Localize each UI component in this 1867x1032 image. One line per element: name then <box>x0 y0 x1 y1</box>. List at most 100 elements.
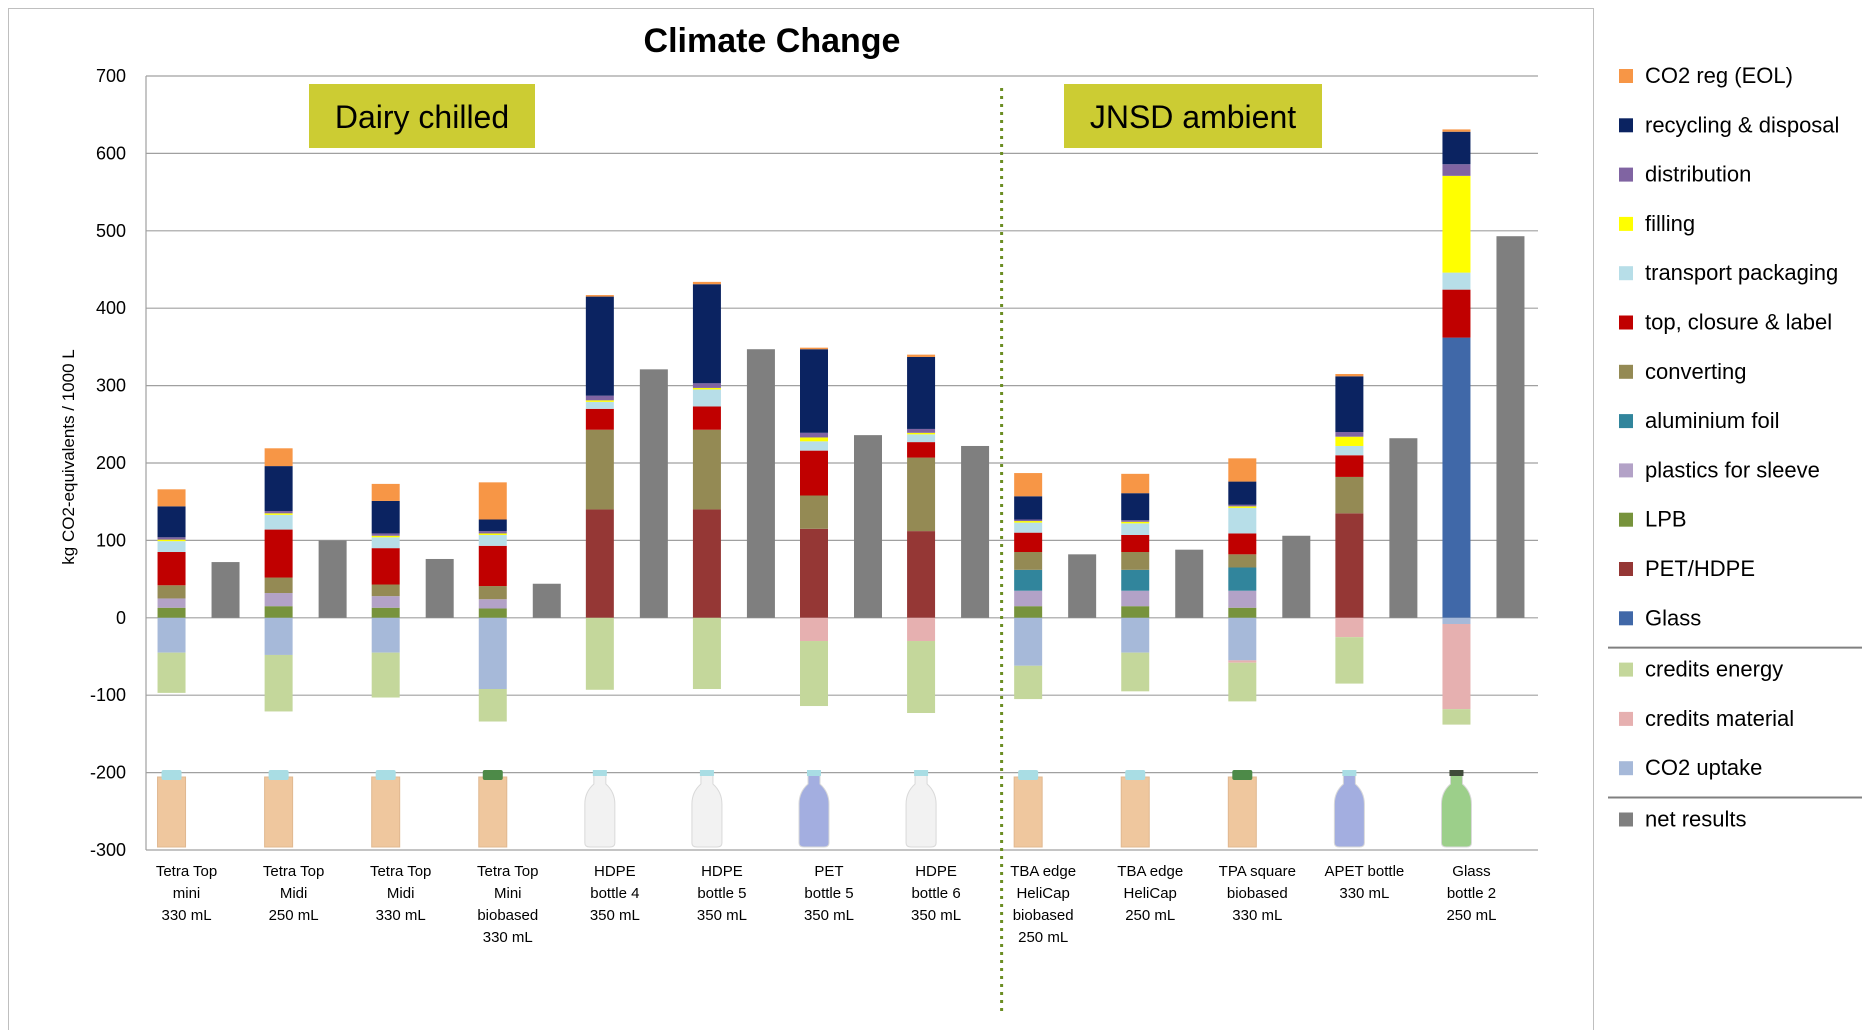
bar-segment <box>264 466 293 511</box>
x-tick-label: TBA edge HeliCap biobased 250 mL <box>1010 863 1076 946</box>
bar-segment-negative <box>157 617 186 653</box>
bar-segment <box>1442 175 1471 273</box>
bar-segment <box>1442 131 1471 165</box>
legend-label: credits material <box>1645 706 1794 731</box>
bar-segment <box>907 432 936 435</box>
bar-segment <box>585 395 614 401</box>
legend-swatch <box>1619 69 1633 83</box>
cap-icon <box>375 770 396 780</box>
cap-icon <box>1449 770 1464 776</box>
bar-segment <box>800 349 828 433</box>
bar-segment-negative <box>907 617 936 642</box>
bar-segment <box>692 281 721 285</box>
x-tick-label: HDPE bottle 4 350 mL <box>590 863 640 924</box>
y-tick-label: 600 <box>96 143 126 163</box>
net-result-bar <box>1068 554 1097 618</box>
legend-swatch <box>1619 414 1633 429</box>
bar-segment <box>692 383 721 388</box>
net-result-bar <box>1282 535 1311 618</box>
bar-segment <box>1442 289 1471 338</box>
bar-segment <box>1121 534 1150 553</box>
x-tick-label-line: 330 mL <box>483 929 533 946</box>
bar-segment <box>1335 432 1364 437</box>
x-tick-label-line: Tetra Top <box>156 863 217 880</box>
legend: CO2 reg (EOL) recycling & disposal distrib… <box>1608 63 1862 832</box>
x-tick-label-line: TBA edge <box>1117 863 1183 880</box>
bar-segment <box>157 552 186 586</box>
x-tick-label-line: bottle 6 <box>911 885 960 902</box>
y-tick-label: 300 <box>96 376 126 396</box>
legend-label: CO2 reg (EOL) <box>1645 63 1793 88</box>
bar-segment-negative <box>1335 637 1364 684</box>
bar-segment <box>371 584 400 597</box>
bar-segment <box>907 531 936 618</box>
bar-segment <box>1228 567 1257 591</box>
y-tick-label: 200 <box>96 453 126 473</box>
bar-segment <box>1121 473 1150 494</box>
bar-segment <box>585 429 614 510</box>
bar-segment-negative <box>1228 662 1257 702</box>
x-tick-label-line: HDPE <box>594 863 636 880</box>
legend-swatch <box>1619 761 1633 776</box>
y-tick-label: 0 <box>116 608 126 628</box>
net-result-bar <box>961 445 990 618</box>
bar-segment <box>1014 496 1043 520</box>
net-result-bar <box>746 349 775 618</box>
bar-segment <box>907 442 936 458</box>
bar-segment <box>371 483 400 501</box>
y-axis-label: kg CO2-equivalents / 1000 L <box>59 349 78 564</box>
x-tick-label: Tetra Top Midi 330 mL <box>370 863 431 924</box>
y-tick-label: -100 <box>90 685 126 705</box>
net-result-bar <box>532 583 561 618</box>
bar-segment <box>1121 521 1150 524</box>
legend-swatch <box>1619 364 1633 379</box>
legend-label: recycling & disposal <box>1645 112 1839 137</box>
x-tick-label-line: HeliCap <box>1016 885 1069 902</box>
net-result-bar <box>639 369 668 618</box>
bar-segment <box>907 356 936 429</box>
bar-segment <box>1014 519 1043 522</box>
section-labels: Dairy chilled JNSD ambient <box>309 84 1322 1015</box>
bar-segment <box>157 537 186 540</box>
legend-label: aluminium foil <box>1645 408 1780 433</box>
legend-label: CO2 uptake <box>1645 755 1762 780</box>
bar-segment <box>692 387 721 390</box>
x-tick-label-line: 350 mL <box>697 907 747 924</box>
bar-segment <box>1335 436 1364 446</box>
carton-icon <box>1120 776 1150 848</box>
y-tick-label: -300 <box>90 840 126 860</box>
x-tick-label: Tetra Top mini 330 mL <box>156 863 217 924</box>
x-tick-label-line: 250 mL <box>1446 907 1496 924</box>
x-tick-label: TBA edge HeliCap 250 mL <box>1117 863 1183 924</box>
bar-segment <box>1228 590 1257 608</box>
x-tick-label-line: 330 mL <box>376 907 426 924</box>
bar-segment <box>478 482 507 520</box>
bar-segment <box>907 434 936 443</box>
bar-segment <box>478 545 507 587</box>
x-tick-label-line: Midi <box>387 885 415 902</box>
legend-label: converting <box>1645 359 1747 384</box>
cap-icon <box>699 770 714 776</box>
bar-segment-negative <box>1014 665 1043 700</box>
bar-segment <box>1014 532 1043 553</box>
legend-label: distribution <box>1645 162 1751 187</box>
bar-segment <box>478 533 507 535</box>
carton-icon <box>1227 776 1257 848</box>
x-tick-label: APET bottle 330 mL <box>1324 863 1404 902</box>
cap-icon <box>1342 770 1357 776</box>
bar-segment-negative <box>1442 709 1471 725</box>
net-result-bar <box>1496 236 1525 618</box>
x-tick-label-line: APET bottle <box>1324 863 1404 880</box>
bar-segment <box>692 406 721 430</box>
bar-segment <box>157 539 186 542</box>
bar-segment <box>585 296 614 396</box>
bar-segment-negative <box>800 617 828 642</box>
bar-segment-negative <box>157 652 186 693</box>
y-tick-label: -200 <box>90 763 126 783</box>
bar-segment <box>1228 607 1257 618</box>
bar-segment <box>800 347 828 350</box>
x-tick-label-line: 250 mL <box>1018 929 1068 946</box>
bar-segment <box>1121 520 1150 522</box>
section-label: Dairy chilled <box>335 99 509 135</box>
bar-segment <box>1121 606 1150 618</box>
